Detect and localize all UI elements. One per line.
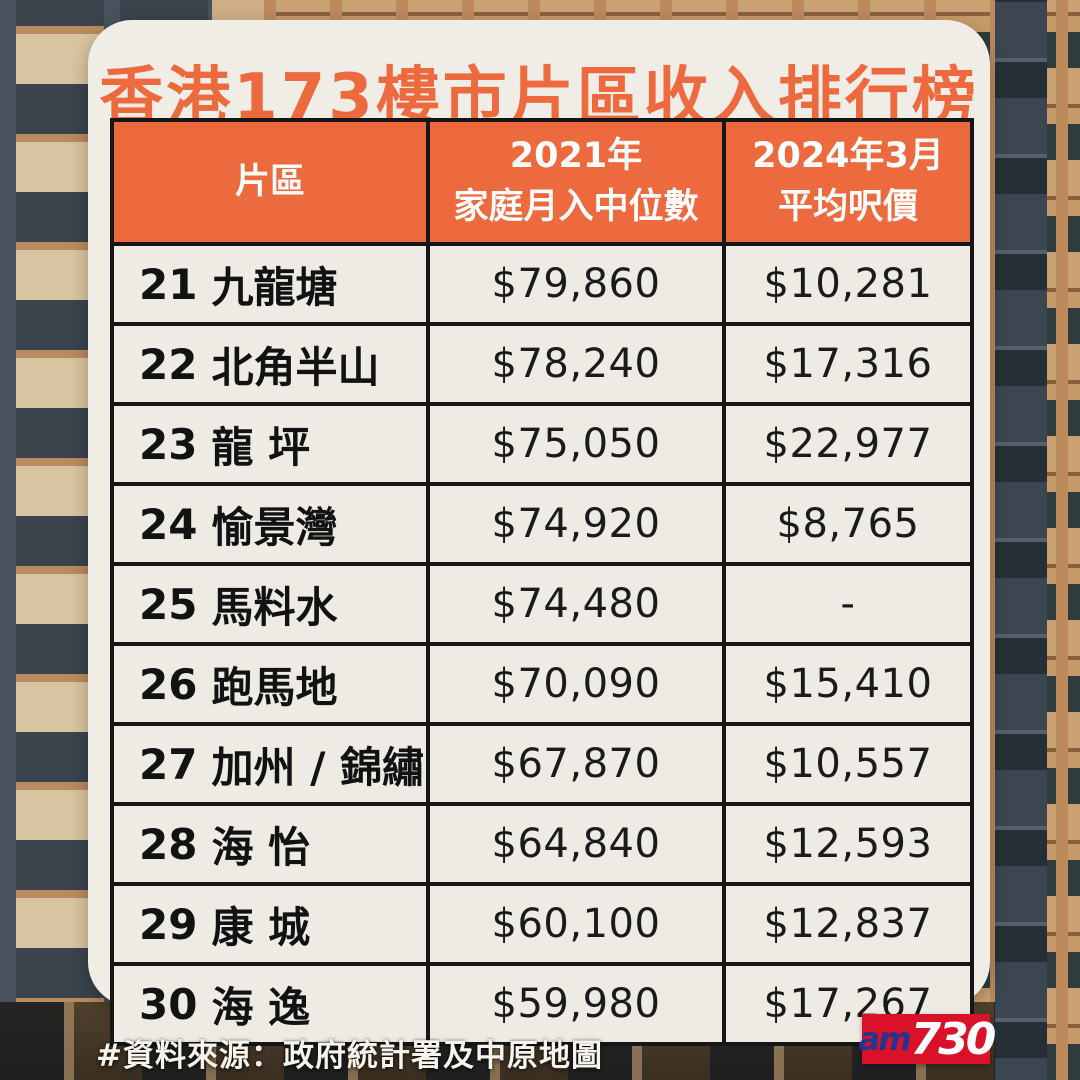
district-name: 馬料水 xyxy=(211,582,338,632)
table-row: 21 九龍塘 $79,860 $10,281 xyxy=(110,242,974,326)
table-header-row: 片區 2021年 家庭月入中位數 2024年3月 平均呎價 xyxy=(110,118,974,246)
table-row: 28 海 怡 $64,840 $12,593 xyxy=(110,802,974,886)
price-cell: $17,316 xyxy=(722,322,974,406)
district-name: 北角半山 xyxy=(211,342,380,392)
income-cell: $67,870 xyxy=(426,722,726,806)
rank-label: 29 xyxy=(139,899,198,949)
column-header-district: 片區 xyxy=(110,118,430,246)
price-cell: $12,837 xyxy=(722,882,974,966)
district-name: 海 怡 xyxy=(211,822,311,872)
ranking-table: 片區 2021年 家庭月入中位數 2024年3月 平均呎價 21 九龍塘 xyxy=(110,118,974,1046)
column-header-income: 2021年 家庭月入中位數 xyxy=(426,118,726,246)
rank-label: 28 xyxy=(139,819,198,869)
income-cell: $60,100 xyxy=(426,882,726,966)
district-name: 加州 / 錦繡 xyxy=(211,742,425,792)
rank-label: 23 xyxy=(139,419,198,469)
column-header-income-line2: 家庭月入中位數 xyxy=(453,187,699,227)
district-cell: 23 龍 坪 xyxy=(110,402,430,486)
district-name: 跑馬地 xyxy=(211,662,338,712)
district-cell: 24 愉景灣 xyxy=(110,482,430,566)
income-cell: $74,480 xyxy=(426,562,726,646)
rank-label: 21 xyxy=(139,259,198,309)
price-cell: $10,281 xyxy=(722,242,974,326)
column-header-district-label: 片區 xyxy=(234,161,305,202)
table-row: 26 跑馬地 $70,090 $15,410 xyxy=(110,642,974,726)
data-source-note: #資料來源：政府統計署及中原地圖 xyxy=(96,1038,603,1074)
price-cell: $12,593 xyxy=(722,802,974,886)
column-header-price-line2: 平均呎價 xyxy=(777,187,918,227)
district-cell: 26 跑馬地 xyxy=(110,642,430,726)
income-cell: $74,920 xyxy=(426,482,726,566)
background-building-dark-strip xyxy=(995,0,1047,1080)
price-cell: $22,977 xyxy=(722,402,974,486)
column-header-price: 2024年3月 平均呎價 xyxy=(722,118,974,246)
district-cell: 29 康 城 xyxy=(110,882,430,966)
table-row: 27 加州 / 錦繡 $67,870 $10,557 xyxy=(110,722,974,806)
table-row: 24 愉景灣 $74,920 $8,765 xyxy=(110,482,974,566)
rank-label: 24 xyxy=(139,499,198,549)
table-row: 29 康 城 $60,100 $12,837 xyxy=(110,882,974,966)
rank-label: 25 xyxy=(139,579,198,629)
district-cell: 30 海 逸 xyxy=(110,962,430,1046)
district-name: 龍 坪 xyxy=(211,422,311,472)
rank-label: 26 xyxy=(139,659,198,709)
price-cell: $15,410 xyxy=(722,642,974,726)
table-row: 23 龍 坪 $75,050 $22,977 xyxy=(110,402,974,486)
price-cell: $8,765 xyxy=(722,482,974,566)
rank-label: 30 xyxy=(139,979,198,1029)
price-cell: $10,557 xyxy=(722,722,974,806)
income-cell: $79,860 xyxy=(426,242,726,326)
rank-label: 22 xyxy=(139,339,198,389)
district-name: 愉景灣 xyxy=(211,502,338,552)
district-cell: 25 馬料水 xyxy=(110,562,430,646)
column-header-price-line1: 2024年3月 xyxy=(752,136,944,177)
column-header-income-line1: 2021年 xyxy=(509,136,643,177)
am730-logo-730: 730 xyxy=(910,1013,997,1065)
income-cell: $70,090 xyxy=(426,642,726,726)
income-cell: $78,240 xyxy=(426,322,726,406)
district-name: 康 城 xyxy=(211,902,311,952)
district-cell: 27 加州 / 錦繡 xyxy=(110,722,430,806)
district-cell: 21 九龍塘 xyxy=(110,242,430,326)
income-cell: $59,980 xyxy=(426,962,726,1046)
table-row: 25 馬料水 $74,480 - xyxy=(110,562,974,646)
price-cell: - xyxy=(722,562,974,646)
district-cell: 22 北角半山 xyxy=(110,322,430,406)
rank-label: 27 xyxy=(139,739,198,789)
infographic-card: 香港173樓市片區收入排行榜 片區 2021年 家庭月入中位數 2024年3月 … xyxy=(88,20,990,1046)
am730-logo: am 730 xyxy=(858,1014,997,1065)
income-cell: $75,050 xyxy=(426,402,726,486)
table-row: 22 北角半山 $78,240 $17,316 xyxy=(110,322,974,406)
table-row: 30 海 逸 $59,980 $17,267 xyxy=(110,962,974,1046)
am730-logo-am: am xyxy=(858,1020,912,1058)
district-name: 海 逸 xyxy=(211,982,311,1032)
income-cell: $64,840 xyxy=(426,802,726,886)
district-cell: 28 海 怡 xyxy=(110,802,430,886)
district-name: 九龍塘 xyxy=(211,262,338,312)
